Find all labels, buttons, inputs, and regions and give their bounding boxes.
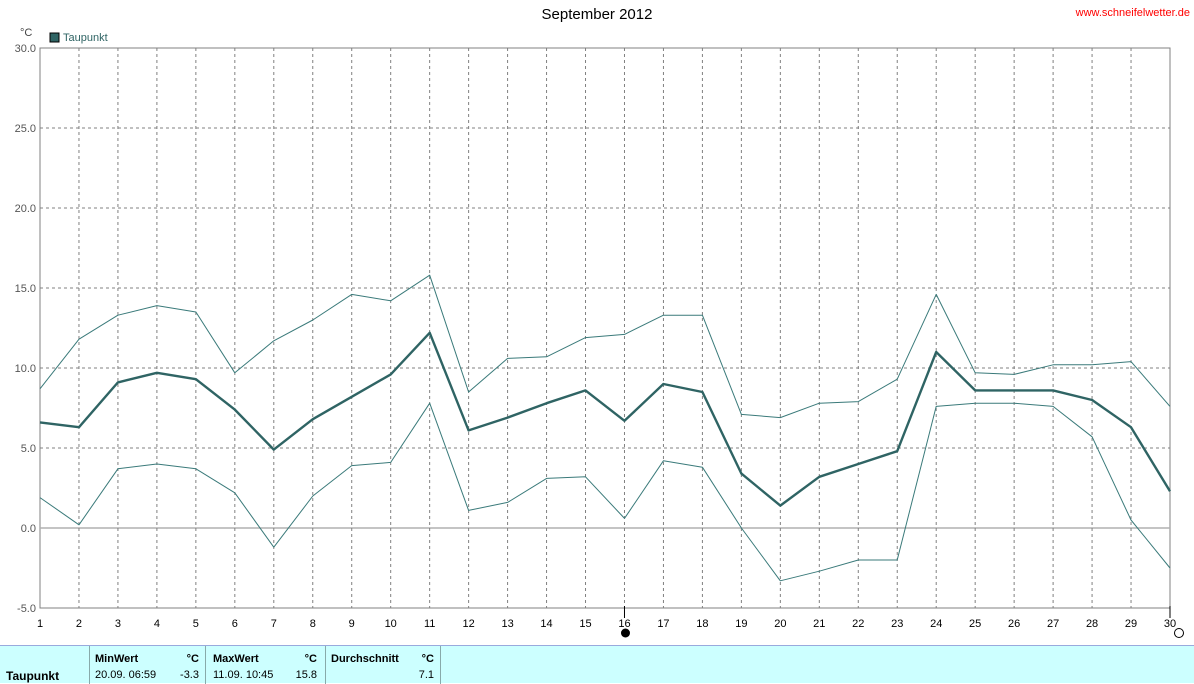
series-lines (39, 274, 1172, 582)
x-tick-label: 20 (774, 618, 786, 630)
max-cell: MaxWert °C 11.09. 10:45 15.8 (205, 646, 325, 684)
y-tick-label: -5.0 (17, 603, 36, 615)
x-tick-label: 8 (310, 618, 316, 630)
avg-cell: Durchschnitt °C 7.1 (325, 646, 441, 684)
x-tick-label: 23 (891, 618, 903, 630)
x-tick-label: 6 (232, 618, 238, 630)
markers (620, 606, 1184, 638)
x-tick-label: 24 (930, 618, 942, 630)
min-value: -3.3 (180, 669, 199, 681)
x-tick-label: 21 (813, 618, 825, 630)
x-tick-label: 12 (462, 618, 474, 630)
max-unit: °C (304, 653, 317, 665)
min-header: MinWert (95, 653, 139, 665)
x-tick-label: 14 (540, 618, 552, 630)
plot-border (39, 47, 1171, 609)
x-tick-label: 16 (618, 618, 630, 630)
y-tick-label: 25.0 (15, 123, 36, 135)
x-tick-label: 28 (1086, 618, 1098, 630)
series-line-avg (39, 331, 1172, 507)
x-tick-label: 2 (76, 618, 82, 630)
footer-row-label: Taupunkt (6, 669, 60, 683)
x-tick-label: 3 (115, 618, 121, 630)
grid (39, 47, 1171, 609)
x-tick-label: 4 (154, 618, 160, 630)
min-unit: °C (186, 653, 199, 665)
chart: 30.025.020.015.010.05.00.0-5.01 2 3 4 5 6 7 8 9 1… (15, 27, 1184, 638)
x-tick-label: 18 (696, 618, 708, 630)
x-tick-label: 15 (579, 618, 591, 630)
x-tick-label: 11 (424, 618, 435, 630)
y-tick-label: 5.0 (21, 443, 36, 455)
y-tick-label: 30.0 (15, 43, 36, 55)
x-tick-label: 25 (969, 618, 981, 630)
x-tick-label: 17 (657, 618, 669, 630)
chart-title: September 2012 (541, 6, 653, 23)
min-cell: MinWert °C 20.09. 06:59 -3.3 (89, 646, 205, 684)
min-time: 20.09. 06:59 (95, 669, 157, 681)
y-axis-unit: °C (20, 27, 32, 39)
x-tick-label: 5 (193, 618, 199, 630)
x-tick-label: 9 (349, 618, 355, 630)
site-link[interactable]: www.schneifelwetter.de (1075, 7, 1190, 19)
x-tick-label: 27 (1047, 618, 1059, 630)
avg-unit: °C (421, 653, 434, 665)
full-moon-icon (620, 628, 630, 638)
y-tick-label: 20.0 (15, 203, 36, 215)
x-tick-label: 1 (37, 618, 43, 630)
legend-swatch (49, 32, 60, 43)
series-line-min (39, 402, 1171, 582)
x-tick-label: 13 (501, 618, 513, 630)
x-tick-label: 7 (271, 618, 277, 630)
new-moon-icon (1174, 628, 1184, 638)
y-tick-label: 10.0 (15, 363, 36, 375)
y-tick-label: 15.0 (15, 283, 36, 295)
stats-footer: Taupunkt MinWert °C 20.09. 06:59 -3.3 Ma… (0, 645, 1194, 684)
legend-label: Taupunkt (63, 32, 108, 44)
x-tick-label: 26 (1008, 618, 1020, 630)
axes: 30.025.020.015.010.05.00.0-5.01 2 3 4 5 6 7 8 9 1… (15, 27, 1177, 630)
x-tick-label: 22 (852, 618, 864, 630)
max-value: 15.8 (295, 669, 317, 681)
series-line-max (39, 274, 1171, 419)
max-time: 11.09. 10:45 (213, 669, 274, 681)
avg-value: 7.1 (418, 669, 434, 681)
x-tick-label: 10 (385, 618, 397, 630)
max-header: MaxWert (213, 653, 259, 665)
y-tick-label: 0.0 (21, 523, 36, 535)
avg-header: Durchschnitt (331, 653, 399, 665)
x-tick-label: 30 (1164, 618, 1176, 630)
x-tick-label: 19 (735, 618, 747, 630)
x-tick-label: 29 (1125, 618, 1137, 630)
